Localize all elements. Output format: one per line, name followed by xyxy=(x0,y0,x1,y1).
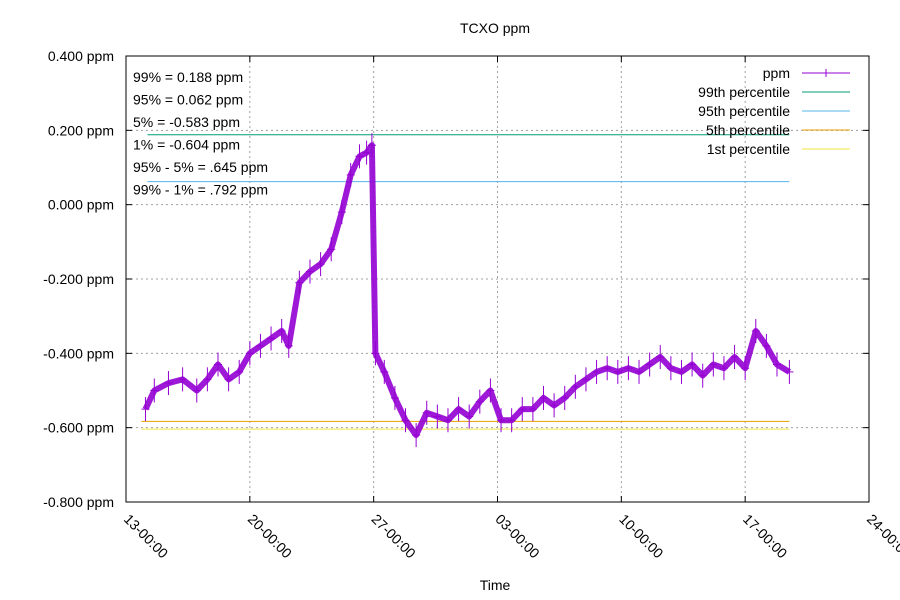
ppm-point xyxy=(550,393,559,418)
ppm-point xyxy=(677,359,686,384)
ppm-point xyxy=(390,385,399,410)
ppm-point xyxy=(245,341,254,366)
ppm-point xyxy=(560,385,569,410)
stats-annotations: 99% = 0.188 ppm 95% = 0.062 ppm 5% = -0.5… xyxy=(133,69,268,198)
ppm-point xyxy=(603,356,612,381)
legend: ppm 99th percentile 95th percentile 5th per… xyxy=(698,65,850,157)
ppm-point xyxy=(528,397,537,422)
stat-annotation: 5% = -0.583 ppm xyxy=(133,114,240,130)
x-tick-label: 17-00:00 xyxy=(740,511,791,562)
ppm-point xyxy=(141,397,150,422)
ppm-point xyxy=(645,352,654,377)
ppm-point xyxy=(698,363,707,388)
ppm-point xyxy=(224,367,233,392)
ppm-point xyxy=(150,378,159,403)
stat-annotation: 99% = 0.188 ppm xyxy=(133,69,243,85)
ppm-point xyxy=(592,359,601,384)
ppm-point xyxy=(401,408,410,433)
ppm-point xyxy=(178,367,187,392)
y-axis-ticks: 0.400 ppm 0.200 ppm 0.000 ppm -0.200 ppm -0.… xyxy=(43,48,869,510)
ppm-point xyxy=(412,423,421,448)
ppm-point xyxy=(785,359,794,384)
stat-annotation: 99% - 1% = .792 ppm xyxy=(133,182,268,198)
ppm-point xyxy=(613,359,622,384)
x-tick-label: 24-00:00 xyxy=(864,511,900,562)
ppm-point xyxy=(518,397,527,422)
ppm-point xyxy=(635,359,644,384)
legend-label: 95th percentile xyxy=(698,103,790,119)
ppm-point xyxy=(581,367,590,392)
ppm-point xyxy=(284,333,293,358)
chart-title: TCXO ppm xyxy=(460,20,530,36)
ppm-point xyxy=(656,345,665,370)
legend-label: 1st percentile xyxy=(707,141,790,157)
ppm-point xyxy=(380,359,389,384)
stat-annotation: 95% = 0.062 ppm xyxy=(133,92,243,108)
x-tick-label: 03-00:00 xyxy=(492,511,543,562)
ppm-point xyxy=(327,237,336,262)
stat-annotation: 95% - 5% = .645 ppm xyxy=(133,159,268,175)
ppm-point xyxy=(709,352,718,377)
ppm-point xyxy=(571,374,580,399)
x-tick-label: 27-00:00 xyxy=(369,511,420,562)
ppm-point xyxy=(624,356,633,381)
y-tick-label: 0.000 ppm xyxy=(48,197,114,213)
ppm-point xyxy=(422,400,431,425)
ppm-point xyxy=(316,252,325,277)
x-tick-label: 20-00:00 xyxy=(245,511,296,562)
ppm-point xyxy=(213,352,222,377)
x-axis-label: Time xyxy=(480,577,511,593)
ppm-point xyxy=(497,408,506,433)
y-tick-label: -0.600 ppm xyxy=(43,420,114,436)
x-tick-label: 13-00:00 xyxy=(121,511,172,562)
ppm-point xyxy=(666,356,675,381)
ppm-point xyxy=(362,140,371,165)
ppm-point xyxy=(486,378,495,403)
legend-label: ppm xyxy=(763,65,790,81)
ppm-point xyxy=(730,345,739,370)
ppm-point xyxy=(367,133,376,158)
x-tick-label: 10-00:00 xyxy=(616,511,667,562)
ppm-point xyxy=(762,333,771,358)
ppm-point xyxy=(277,319,286,344)
ppm-point xyxy=(688,352,697,377)
ppm-point xyxy=(267,326,276,351)
legend-label: 5th percentile xyxy=(706,122,790,138)
y-tick-label: 0.200 ppm xyxy=(48,122,114,138)
ppm-point xyxy=(346,162,355,187)
ppm-point xyxy=(371,341,380,366)
ppm-point xyxy=(454,397,463,422)
y-tick-label: -0.200 ppm xyxy=(43,271,114,287)
ppm-point xyxy=(235,359,244,384)
ppm-point xyxy=(719,356,728,381)
ppm-point xyxy=(475,389,484,414)
y-tick-label: -0.400 ppm xyxy=(43,345,114,361)
stat-annotation: 1% = -0.604 ppm xyxy=(133,137,240,153)
ppm-point xyxy=(337,200,346,225)
ppm-point xyxy=(751,319,760,344)
ppm-point xyxy=(305,259,314,284)
ppm-point xyxy=(539,385,548,410)
ppm-point xyxy=(355,144,364,169)
percentile-lines xyxy=(141,134,790,430)
ppm-point xyxy=(192,378,201,403)
ppm-point xyxy=(465,404,474,429)
ppm-point xyxy=(443,408,452,433)
legend-label: 99th percentile xyxy=(698,84,790,100)
ppm-series xyxy=(141,133,794,448)
ppm-point xyxy=(203,367,212,392)
ppm-point xyxy=(164,371,173,396)
y-tick-label: 0.400 ppm xyxy=(48,48,114,64)
ppm-point xyxy=(507,408,516,433)
y-tick-label: -0.800 ppm xyxy=(43,494,114,510)
grid xyxy=(126,56,869,502)
ppm-point xyxy=(741,356,750,381)
ppm-point xyxy=(773,352,782,377)
ppm-point xyxy=(295,270,304,295)
ppm-point xyxy=(256,333,265,358)
ppm-point xyxy=(433,404,442,429)
